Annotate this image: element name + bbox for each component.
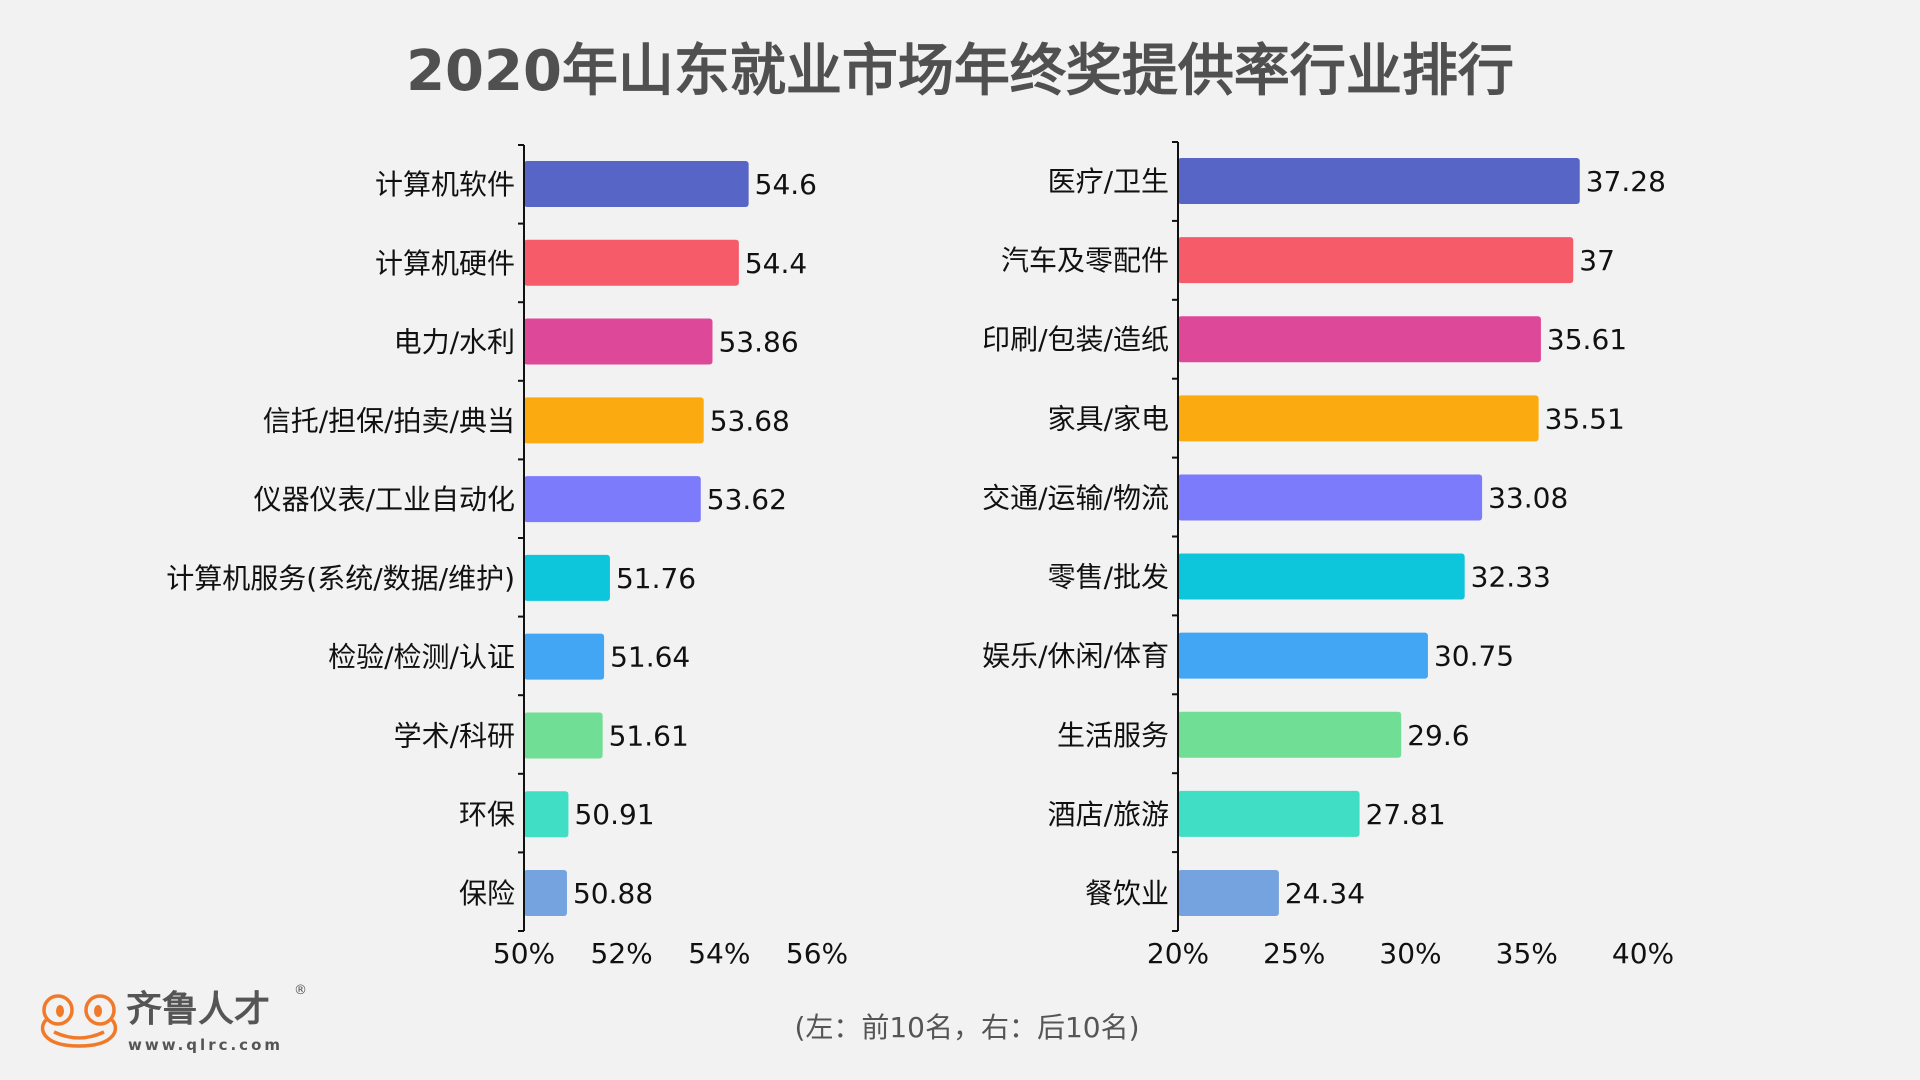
bar [524,633,605,680]
bar [524,318,713,365]
x-tick-label: 56% [786,937,848,970]
bar [524,476,701,523]
x-tick-label: 50% [493,937,555,970]
data-label: 50.88 [573,877,653,910]
bar [1178,158,1580,204]
data-label: 35.51 [1545,402,1625,435]
category-label: 零售/批发 [1048,561,1169,594]
data-label: 37.28 [1586,165,1666,198]
bar [1178,395,1539,442]
bar [1178,711,1402,758]
footnote: (左：前10名，右：后10名) [794,1011,1140,1044]
bar [1178,316,1541,363]
category-label: 计算机服务(系统/数据/维护) [166,562,515,595]
category-label: 信托/担保/拍卖/典当 [263,404,515,437]
bar [524,239,739,286]
category-label: 检验/检测/认证 [328,641,515,674]
category-label: 仪器仪表/工业自动化 [254,483,515,516]
data-label: 54.4 [745,247,807,280]
data-label: 51.76 [616,562,696,595]
data-label: 27.81 [1366,798,1446,831]
qlrc-logo: 齐鲁人才 ® www.qlrc.com [36,984,336,1062]
category-label: 酒店/旅游 [1048,798,1169,831]
category-label: 生活服务 [1057,719,1169,752]
bar [1178,553,1465,600]
logo-url: www.qlrc.com [128,1036,284,1054]
category-label: 医疗/卫生 [1048,165,1169,198]
category-label: 计算机软件 [375,168,515,201]
chart-title: 2020年山东就业市场年终奖提供率行业排行 [406,39,1514,104]
data-label: 51.61 [609,719,689,752]
data-label: 53.86 [718,326,798,359]
x-tick-label: 54% [688,937,750,970]
bar [1178,632,1428,679]
x-tick-label: 30% [1379,937,1441,970]
bar [524,870,567,916]
category-label: 计算机硬件 [375,247,515,280]
x-tick-label: 25% [1263,937,1325,970]
category-label: 学术/科研 [394,719,515,752]
bar [524,161,749,207]
bar [1178,790,1360,837]
logo-name: 齐鲁人才 [126,989,271,1030]
data-label: 53.62 [707,483,787,516]
data-label: 30.75 [1434,640,1514,673]
data-label: 33.08 [1488,481,1568,514]
x-tick-label: 20% [1147,937,1209,970]
category-label: 交通/运输/物流 [982,481,1169,514]
x-tick-label: 52% [591,937,653,970]
bar [1178,870,1279,916]
category-label: 保险 [459,877,515,910]
bar [524,554,610,601]
data-label: 29.6 [1407,719,1469,752]
data-label: 37 [1579,244,1615,277]
bar [1178,474,1483,521]
x-tick-label: 40% [1612,937,1674,970]
data-label: 24.34 [1285,877,1365,910]
data-label: 54.6 [755,168,817,201]
category-label: 家具/家电 [1048,402,1169,435]
data-label: 32.33 [1471,561,1551,594]
data-label: 53.68 [710,404,790,437]
bar [524,791,569,838]
data-label: 35.61 [1547,323,1627,356]
data-label: 50.91 [574,798,654,831]
category-label: 印刷/包装/造纸 [982,323,1169,356]
bar [524,712,603,759]
category-label: 娱乐/休闲/体育 [982,640,1169,673]
data-label: 51.64 [610,641,690,674]
bar [1178,237,1574,284]
category-label: 电力/水利 [394,326,515,359]
frog-logo-icon [40,994,118,1048]
bar [524,397,704,444]
category-label: 餐饮业 [1085,877,1169,910]
category-label: 汽车及零配件 [1001,244,1169,277]
category-label: 环保 [459,798,515,831]
logo-registered-mark: ® [294,983,307,998]
x-tick-label: 35% [1496,937,1558,970]
